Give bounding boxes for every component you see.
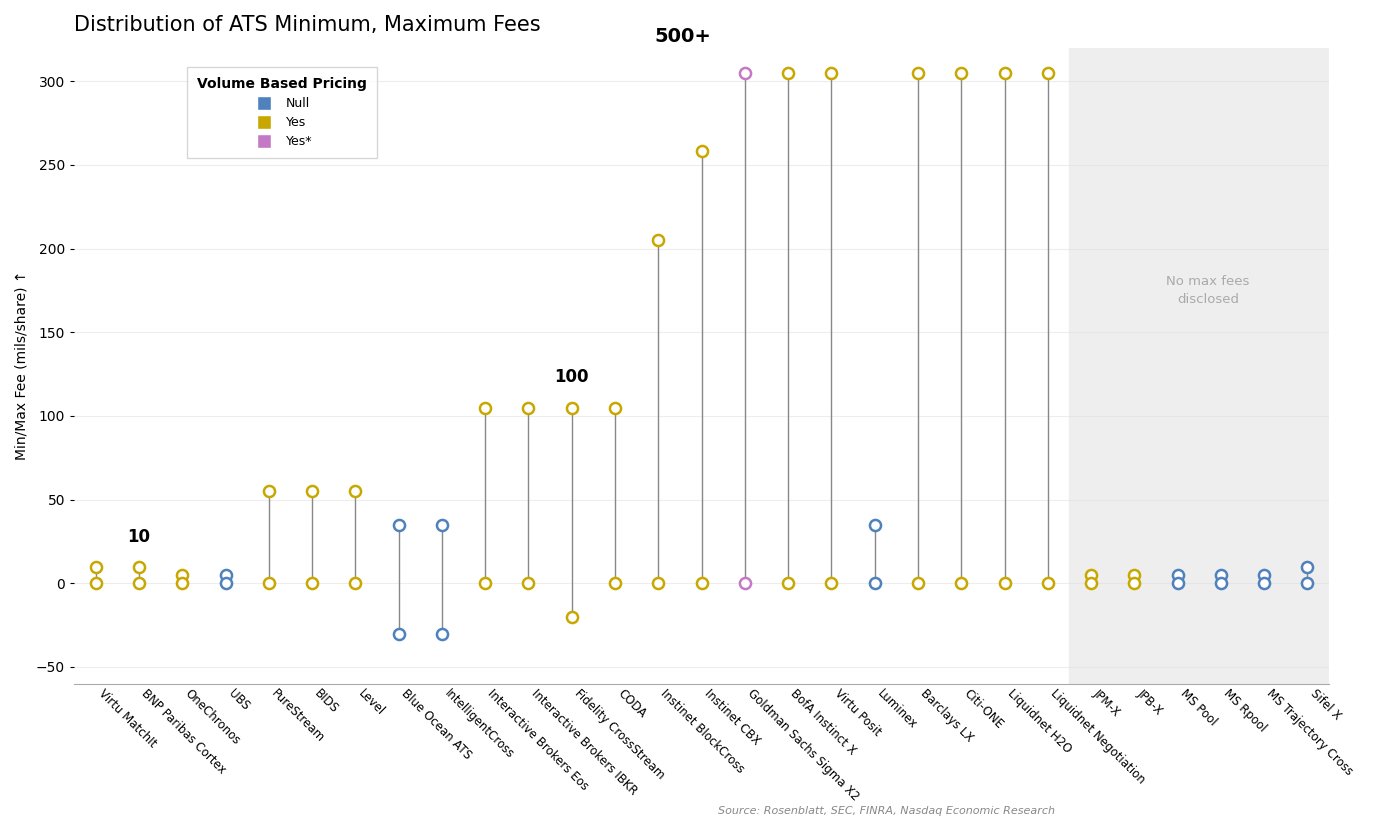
Legend: Null, Yes, Yes*: Null, Yes, Yes* [188, 66, 377, 159]
Text: Distribution of ATS Minimum, Maximum Fees: Distribution of ATS Minimum, Maximum Fee… [75, 15, 541, 35]
Text: 10: 10 [127, 528, 150, 546]
Text: 500+: 500+ [654, 27, 712, 47]
Text: 100: 100 [555, 368, 589, 386]
Text: No max fees
disclosed: No max fees disclosed [1166, 275, 1250, 306]
Bar [1070, 47, 1329, 684]
Text: Source: Rosenblatt, SEC, FINRA, Nasdaq Economic Research: Source: Rosenblatt, SEC, FINRA, Nasdaq E… [718, 806, 1054, 816]
Y-axis label: Min/Max Fee (mils/share) ↑: Min/Max Fee (mils/share) ↑ [15, 271, 29, 461]
